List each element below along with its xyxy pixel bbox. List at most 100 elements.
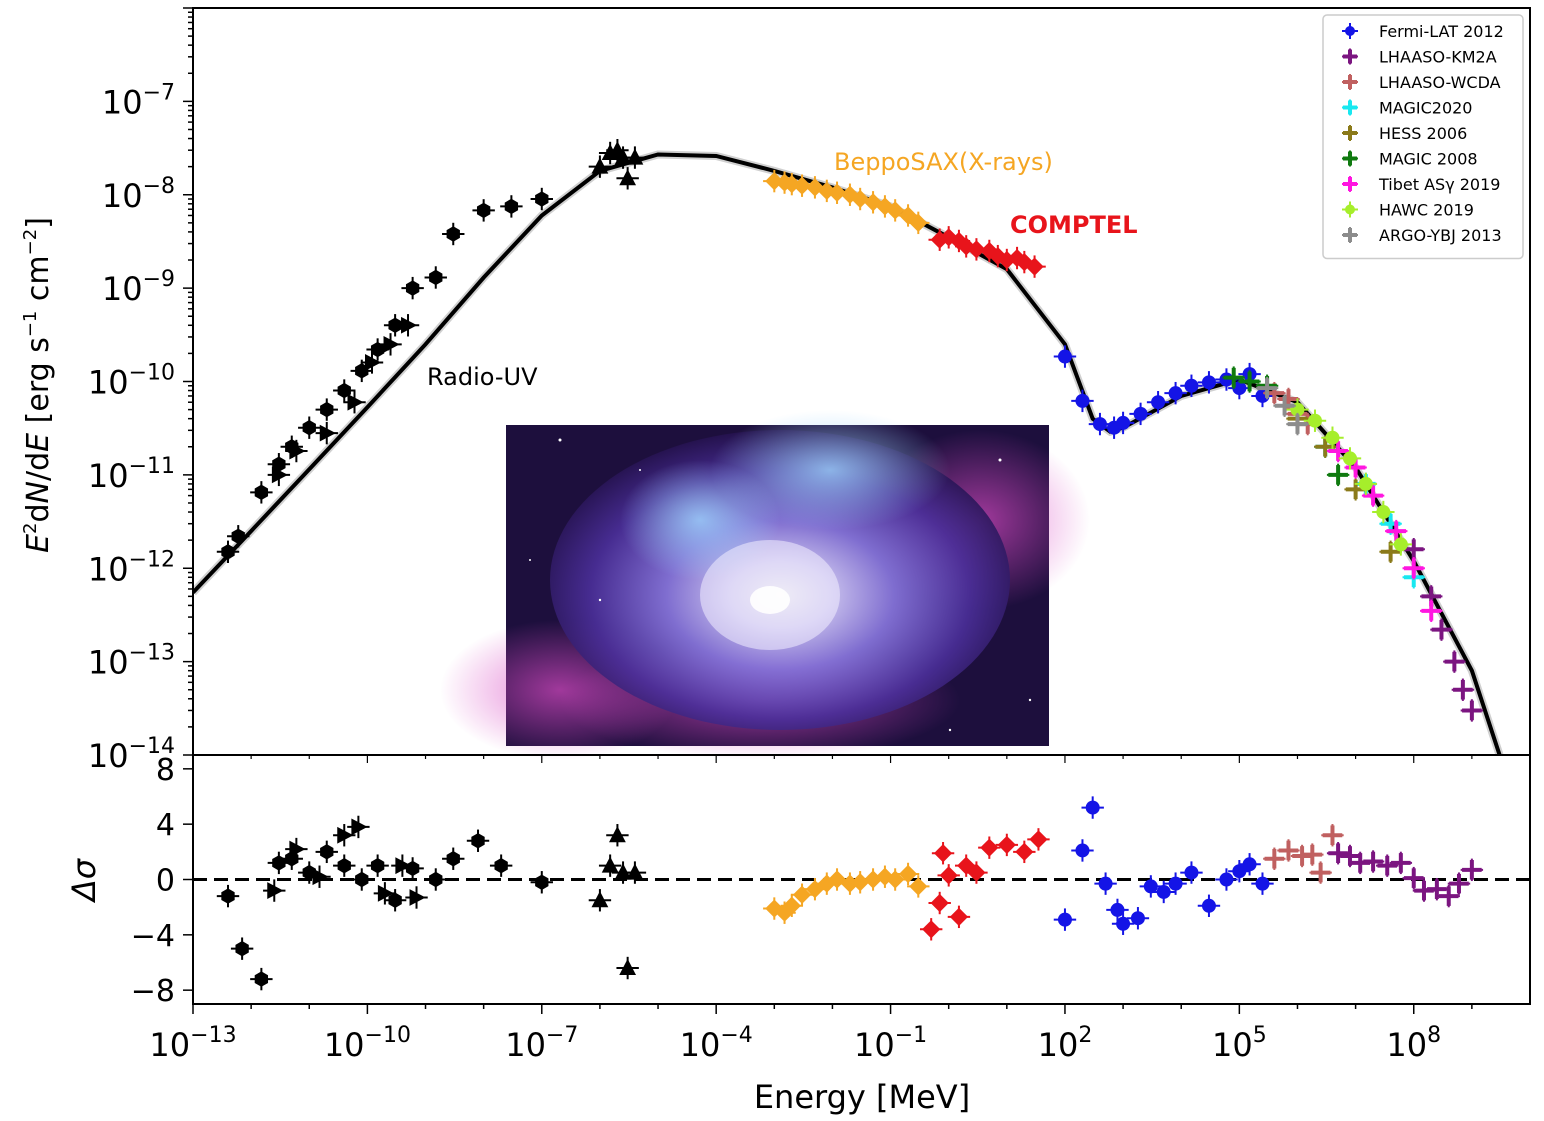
marker: [1376, 505, 1391, 520]
data-point: [907, 211, 930, 235]
marker: [471, 833, 485, 849]
marker: [827, 870, 847, 889]
data-point: [1420, 599, 1443, 623]
data-point: [1071, 389, 1094, 413]
marker: [383, 335, 400, 353]
data-point: [1053, 345, 1077, 368]
marker: [792, 885, 812, 904]
marker: [377, 884, 394, 902]
residual-point: [1301, 843, 1324, 866]
marker: [337, 826, 354, 844]
data-point: [1460, 699, 1484, 722]
residual-point: [1111, 912, 1135, 935]
marker: [446, 851, 460, 867]
crab-nebula-image: [440, 410, 1090, 760]
res-y-tick-label: −8: [131, 974, 175, 1009]
residual-point: [965, 861, 988, 884]
legend-label: MAGIC2020: [1379, 99, 1472, 118]
marker: [254, 484, 269, 501]
residual-point: [928, 891, 951, 915]
data-point: [1286, 412, 1309, 436]
residual-point: [616, 956, 639, 980]
data-point: [472, 199, 495, 222]
residual-point: [1081, 796, 1104, 819]
marker: [827, 183, 847, 202]
marker: [591, 891, 609, 908]
data-point: [396, 314, 420, 337]
x-tick-label: 10−13: [149, 1023, 236, 1064]
marker: [1116, 415, 1131, 430]
marker: [320, 844, 334, 860]
residual-point: [1071, 839, 1094, 862]
residual-point: [1238, 853, 1261, 876]
marker: [320, 401, 334, 418]
marker: [1232, 864, 1247, 879]
residual-y-axis-label: Δσ: [65, 857, 103, 904]
legend-marker: [1342, 48, 1358, 65]
data-point: [1251, 384, 1274, 408]
data-point: [1430, 618, 1453, 641]
marker: [933, 844, 953, 863]
y-tick-label: 10−11: [88, 454, 175, 495]
residual-point: [995, 833, 1019, 857]
y-tick-label: 10−10: [88, 361, 175, 402]
marker: [591, 157, 609, 174]
data-point: [616, 167, 639, 190]
marker: [267, 882, 284, 899]
res-y-tick-label: 8: [156, 753, 175, 788]
residual-point: [1263, 847, 1286, 870]
residual-point: [230, 937, 254, 960]
residual-point: [1321, 824, 1344, 847]
res-y-tick-label: 4: [156, 808, 175, 843]
residual-point: [598, 854, 622, 877]
marker: [364, 354, 382, 371]
data-point: [285, 439, 308, 463]
marker: [429, 269, 443, 286]
data-point: [1180, 374, 1203, 397]
residual-point: [373, 882, 397, 905]
res-y-tick-label: −4: [131, 919, 175, 954]
residual-point: [947, 905, 971, 929]
data-point: [401, 276, 424, 300]
x-axis-label: Energy [MeV]: [754, 1078, 970, 1116]
marker: [967, 863, 986, 882]
residual-point: [405, 886, 428, 909]
marker: [939, 866, 958, 885]
residual-point: [1460, 858, 1484, 882]
legend-label: ARGO-YBJ 2013: [1379, 226, 1502, 245]
data-point: [1303, 409, 1327, 432]
marker: [980, 838, 999, 857]
residual-point: [1106, 898, 1129, 922]
legend-marker: [1342, 74, 1358, 90]
y-tick-label: 10−14: [88, 734, 175, 775]
marker: [388, 892, 402, 908]
data-point: [267, 463, 291, 487]
marker: [626, 863, 644, 880]
marker: [405, 860, 420, 877]
marker: [930, 893, 949, 913]
data-point: [315, 398, 338, 421]
residual-point: [1376, 854, 1399, 877]
residual-point: [442, 847, 465, 870]
legend-label: Tibet ASγ 2019: [1378, 175, 1500, 194]
residual-point: [1139, 875, 1163, 898]
marker: [840, 874, 860, 893]
data-point: [360, 351, 384, 374]
marker: [1110, 902, 1125, 917]
marker: [949, 231, 969, 251]
marker: [535, 191, 549, 207]
marker: [221, 888, 235, 904]
x-tick-label: 10−4: [680, 1023, 753, 1064]
residual-point: [308, 865, 331, 888]
marker: [1393, 537, 1408, 552]
marker: [1130, 911, 1145, 926]
marker: [1255, 876, 1270, 891]
legend-box: [1322, 14, 1524, 260]
residual-point: [1215, 868, 1238, 891]
marker: [840, 185, 860, 204]
x-tick-label: 10−1: [854, 1023, 927, 1064]
y-tick-label: 10−12: [88, 547, 175, 588]
residual-point: [1053, 908, 1077, 931]
marker: [1057, 912, 1072, 927]
x-tick-label: 108: [1386, 1023, 1441, 1064]
